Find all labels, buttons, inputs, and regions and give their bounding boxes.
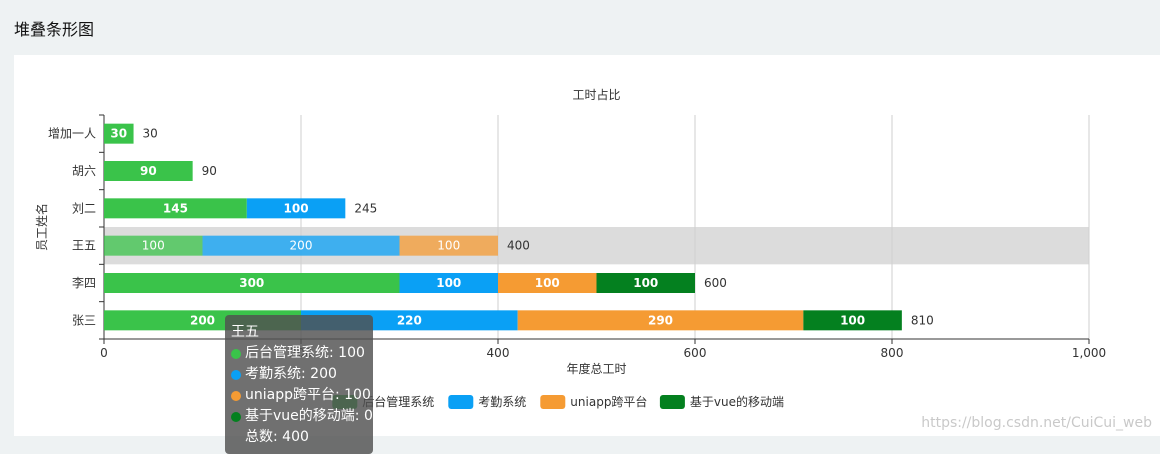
x-axis-label: 年度总工时 xyxy=(566,361,626,376)
y-axis-label: 员工姓名 xyxy=(34,203,49,251)
legend-label: 考勤系统 xyxy=(478,395,526,409)
x-tick-label: 0 xyxy=(100,346,108,360)
stacked-bar-chart: 工时占比 0 200 400 600 800 1,000 年度总工时 员工姓名 增加一人胡六刘二王… xyxy=(34,87,1106,409)
series-dot-icon xyxy=(231,369,241,380)
y-tick-label: 刘二 xyxy=(72,201,96,215)
bar-value-label: 30 xyxy=(110,127,127,141)
tooltip-row: 考勤系统: 200 xyxy=(231,364,367,385)
x-tick-label: 400 xyxy=(487,346,510,360)
tooltip-row-text: 基于vue的移动端: 0 xyxy=(245,408,373,424)
bar-value-label: 100 xyxy=(633,276,658,290)
tooltip-title: 王五 xyxy=(231,324,259,340)
bar-value-label: 100 xyxy=(535,276,560,290)
x-tick-label: 600 xyxy=(684,346,707,360)
bar-segment xyxy=(517,310,804,331)
bar-segment xyxy=(104,161,193,181)
bar-total-label: 600 xyxy=(704,276,727,290)
tooltip-row-text: uniapp跨平台: 100 xyxy=(245,387,371,403)
page-title: 堆叠条形图 xyxy=(14,20,95,39)
y-tick-label: 胡六 xyxy=(72,164,96,178)
bar-segment xyxy=(104,123,134,144)
legend-swatch xyxy=(448,395,474,409)
bar-total-label: 245 xyxy=(354,201,377,215)
chart-card: 工时占比 0 200 400 600 800 1,000 年度总工时 员工姓名 增加一人胡六刘二王… xyxy=(14,55,1160,454)
legend-swatch xyxy=(659,395,685,409)
tooltip-row: 后台管理系统: 100 xyxy=(231,343,367,364)
tooltip-row-text: 后台管理系统: 100 xyxy=(245,345,365,361)
x-tick-label: 800 xyxy=(881,346,904,360)
legend-label: 基于vue的移动端 xyxy=(690,394,784,409)
legend-label: uniapp跨平台 xyxy=(570,394,647,409)
bar-total-label: 400 xyxy=(507,239,530,253)
bar-value-label: 100 xyxy=(142,239,165,253)
bar-total-label: 810 xyxy=(911,313,934,327)
series-dot-icon xyxy=(231,411,241,422)
bar-value-label: 100 xyxy=(840,313,865,327)
bar-segment xyxy=(246,198,346,219)
bar-segment xyxy=(399,273,498,293)
bar-segment xyxy=(803,310,902,331)
bar-segment xyxy=(498,273,597,293)
legend-swatch xyxy=(540,395,566,409)
chart-tooltip: 王五 后台管理系统: 100 考勤系统: 200 uniapp跨平台: 100 … xyxy=(225,315,373,454)
legend-label: 后台管理系统 xyxy=(362,394,434,409)
bar-segment xyxy=(596,273,695,293)
bar-segment xyxy=(104,273,400,293)
chart-title: 工时占比 xyxy=(572,87,620,102)
y-tick-label: 增加一人 xyxy=(48,127,96,141)
watermark: https://blog.csdn.net/CuiCui_web xyxy=(921,415,1152,431)
bar-segment xyxy=(399,235,498,256)
bar-value-label: 200 xyxy=(190,313,215,327)
series-dot-icon xyxy=(231,390,241,401)
bar-value-label: 145 xyxy=(163,201,188,215)
bar-segment xyxy=(104,235,203,256)
bar-segment xyxy=(104,198,247,219)
bar-total-label: 90 xyxy=(202,164,217,178)
tooltip-total: 总数: 400 xyxy=(245,429,309,445)
series-dot-icon xyxy=(231,348,241,359)
tooltip-row: uniapp跨平台: 100 xyxy=(231,385,371,406)
bar-value-label: 290 xyxy=(648,313,673,327)
y-tick-label: 张三 xyxy=(72,313,96,327)
bar-value-label: 100 xyxy=(436,276,461,290)
tooltip-row: 基于vue的移动端: 0 xyxy=(231,406,373,427)
bar-value-label: 200 xyxy=(290,239,313,253)
y-tick-label: 王五 xyxy=(72,239,96,253)
x-tick-label: 1,000 xyxy=(1072,346,1106,360)
y-tick-label: 李四 xyxy=(72,275,96,290)
bar-value-label: 300 xyxy=(239,276,264,290)
bar-segment xyxy=(202,235,400,256)
bar-value-label: 100 xyxy=(284,201,309,215)
bar-total-label: 30 xyxy=(143,127,158,141)
tooltip-row-text: 考勤系统: 200 xyxy=(245,366,337,382)
bar-value-label: 220 xyxy=(397,313,422,327)
bar-value-label: 90 xyxy=(140,164,157,178)
bar-value-label: 100 xyxy=(437,239,460,253)
